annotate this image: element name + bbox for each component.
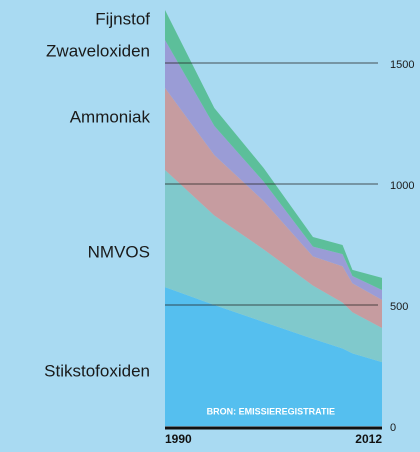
area	[165, 169, 382, 363]
series-label: Stikstofoxiden	[44, 361, 150, 380]
y-tick-label: 0	[390, 422, 396, 434]
area	[165, 87, 382, 328]
y-tick-label: 1000	[390, 180, 414, 192]
series-label: Zwaveloxiden	[46, 41, 150, 60]
area	[165, 287, 382, 426]
series-label: NMVOS	[88, 242, 150, 261]
y-tick-label: 500	[390, 301, 408, 313]
series-label: Ammoniak	[70, 107, 151, 126]
series-label: Fijnstof	[95, 9, 150, 28]
y-tick-label: 1500	[390, 59, 414, 71]
x-tick-label: 2012	[355, 432, 382, 446]
source-note: BRON: EMISSIEREGISTRATIE	[207, 406, 335, 416]
x-tick-label: 1990	[165, 432, 192, 446]
